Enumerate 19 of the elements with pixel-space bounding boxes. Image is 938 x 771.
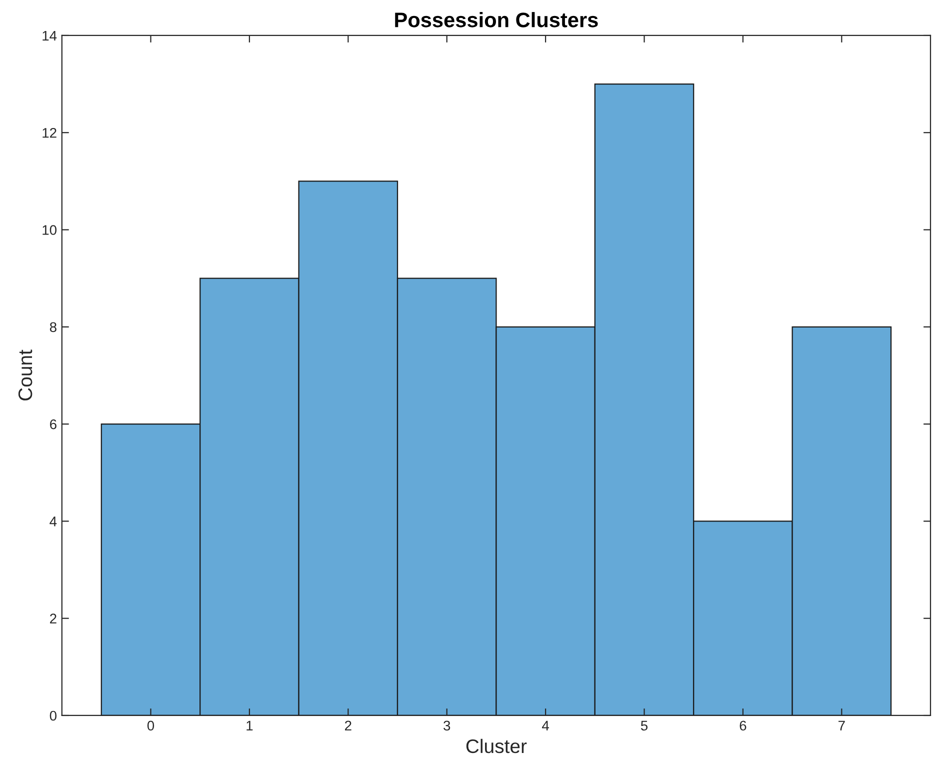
y-tick-label: 12 xyxy=(42,128,56,138)
x-tick-label: 3 xyxy=(444,720,450,731)
x-tick-label: 5 xyxy=(640,720,648,731)
y-tick-label: 14 xyxy=(42,30,57,40)
x-tick-label: 7 xyxy=(838,720,845,730)
x-tick-label: 6 xyxy=(740,720,746,731)
y-axis-title: Count xyxy=(18,350,32,400)
y-tick-label: 10 xyxy=(42,225,57,235)
y-tick-label: 2 xyxy=(50,614,56,624)
y-tick-label: 6 xyxy=(50,419,56,430)
x-tick-label: 1 xyxy=(246,720,253,730)
x-axis-title: Cluster xyxy=(466,738,527,754)
x-tick-label: 0 xyxy=(147,720,154,731)
x-tick-label: 4 xyxy=(542,720,550,730)
x-tick-label: 2 xyxy=(344,720,352,730)
y-tick-label: 4 xyxy=(50,516,57,526)
chart-title: Possession Clusters xyxy=(395,12,598,28)
y-tick-label: 8 xyxy=(50,322,56,332)
y-tick-label: 0 xyxy=(50,710,57,721)
